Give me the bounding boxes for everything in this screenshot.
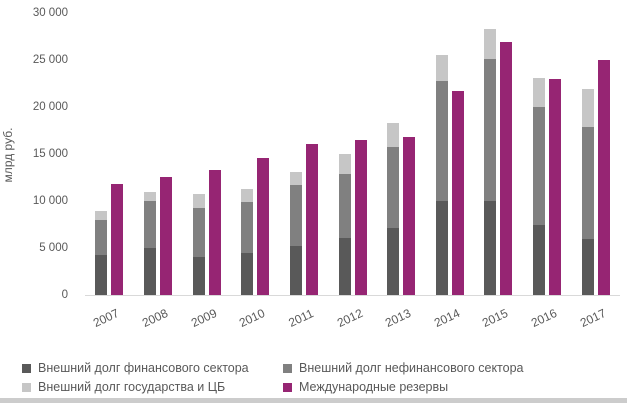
y-tick-label-10000: 10 000: [32, 195, 68, 207]
bar-segment-series1-2015: [484, 201, 497, 295]
x-label-2016: 2016: [528, 306, 560, 330]
legend: Внешний долг финансового сектора Внешний …: [0, 354, 627, 396]
bar-segment-series2-2010: [241, 201, 254, 253]
x-label-2009: 2009: [188, 306, 219, 330]
bar-segment-series1-2017: [581, 238, 594, 295]
bar-segment-series3-2010: [241, 189, 254, 202]
bar-segment-series1-2013: [387, 227, 400, 295]
y-tick-label-5000: 5 000: [39, 242, 68, 254]
bar-segment-series2-2007: [95, 219, 108, 256]
bar-segment-series1-2011: [289, 245, 302, 295]
plot-area: [85, 13, 620, 296]
bar-segment-series3-2017: [581, 89, 594, 127]
x-label-2013: 2013: [383, 306, 414, 330]
legend-item-2: Внешний долг нефинансового сектора: [283, 360, 524, 376]
legend-item-3: Внешний долг государства и ЦБ: [22, 379, 225, 395]
y-tick-label-15000: 15 000: [32, 148, 68, 160]
legend-label: Внешний долг финансового сектора: [38, 361, 249, 375]
x-label-2011: 2011: [286, 306, 316, 330]
y-tick-label-30000: 30 000: [32, 7, 68, 19]
bar-segment-series3-2009: [192, 193, 205, 208]
bar-segment-series3-2007: [95, 210, 108, 220]
bar-segment-series1-2009: [192, 257, 205, 295]
y-axis-tick-labels: 0 5 000 10 000 15 000 20 000 25 000 30 000: [0, 7, 68, 301]
bar-reserves-2010: [257, 157, 270, 295]
y-tick-label-25000: 25 000: [32, 54, 68, 66]
x-axis-labels: 2007 2008 2009 2010 2011 2012 2013 2014 2015 2016…: [85, 295, 620, 340]
bar-reserves-2016: [549, 78, 562, 295]
bar-segment-series3-2008: [143, 191, 156, 201]
legend-marker-icon: [22, 363, 31, 373]
legend-label: Международные резервы: [299, 380, 449, 394]
y-tick-label-0: 0: [61, 289, 68, 301]
x-label-2014: 2014: [431, 306, 462, 330]
x-label-2008: 2008: [139, 306, 171, 330]
x-label-2007: 2007: [91, 306, 122, 330]
bar-segment-series1-2012: [338, 237, 351, 295]
bottom-gray-strip: [0, 398, 627, 403]
bar-segment-series3-2015: [484, 29, 497, 59]
bar-reserves-2015: [500, 41, 513, 295]
bar-segment-series2-2017: [581, 126, 594, 239]
x-label-2012: 2012: [334, 306, 365, 330]
bar-reserves-2011: [305, 144, 318, 295]
x-label-2015: 2015: [480, 306, 511, 330]
bar-segment-series2-2013: [387, 146, 400, 228]
bar-segment-series2-2014: [435, 80, 448, 202]
bar-reserves-2013: [403, 137, 416, 295]
bar-segment-series1-2007: [95, 255, 108, 295]
bar-segment-series2-2016: [533, 106, 546, 225]
y-tick-label-20000: 20 000: [32, 101, 68, 113]
bar-segment-series1-2008: [143, 247, 156, 295]
bar-reserves-2007: [111, 183, 124, 295]
legend-marker-icon: [283, 363, 292, 373]
bar-reserves-2008: [159, 176, 172, 295]
bar-segment-series2-2015: [484, 58, 497, 202]
bar-segment-series2-2012: [338, 174, 351, 238]
legend-label: Внешний долг государства и ЦБ: [38, 380, 226, 394]
bar-segment-series3-2014: [435, 54, 448, 81]
bar-segment-series3-2012: [338, 154, 351, 175]
legend-item-4: Международные резервы: [283, 379, 448, 395]
bar-segment-series2-2009: [192, 207, 205, 258]
legend-label: Внешний долг нефинансового сектора: [299, 361, 524, 375]
bar-segment-series1-2014: [435, 201, 448, 295]
bar-segment-series2-2008: [143, 200, 156, 248]
x-label-2010: 2010: [237, 306, 268, 330]
bar-reserves-2012: [354, 140, 367, 295]
bar-segment-series3-2016: [533, 78, 546, 107]
bar-reserves-2014: [451, 91, 464, 295]
bar-reserves-2017: [597, 60, 610, 295]
bar-reserves-2009: [208, 169, 221, 295]
legend-item-1: Внешний долг финансового сектора: [22, 360, 249, 376]
legend-marker-icon: [22, 382, 31, 392]
x-label-2017: 2017: [577, 306, 608, 330]
bar-segment-series3-2013: [387, 122, 400, 147]
bar-segment-series3-2011: [289, 172, 302, 186]
bar-segment-series1-2016: [533, 224, 546, 295]
bar-segment-series2-2011: [289, 185, 302, 246]
bar-segment-series1-2010: [241, 252, 254, 295]
legend-marker-icon: [283, 382, 292, 392]
